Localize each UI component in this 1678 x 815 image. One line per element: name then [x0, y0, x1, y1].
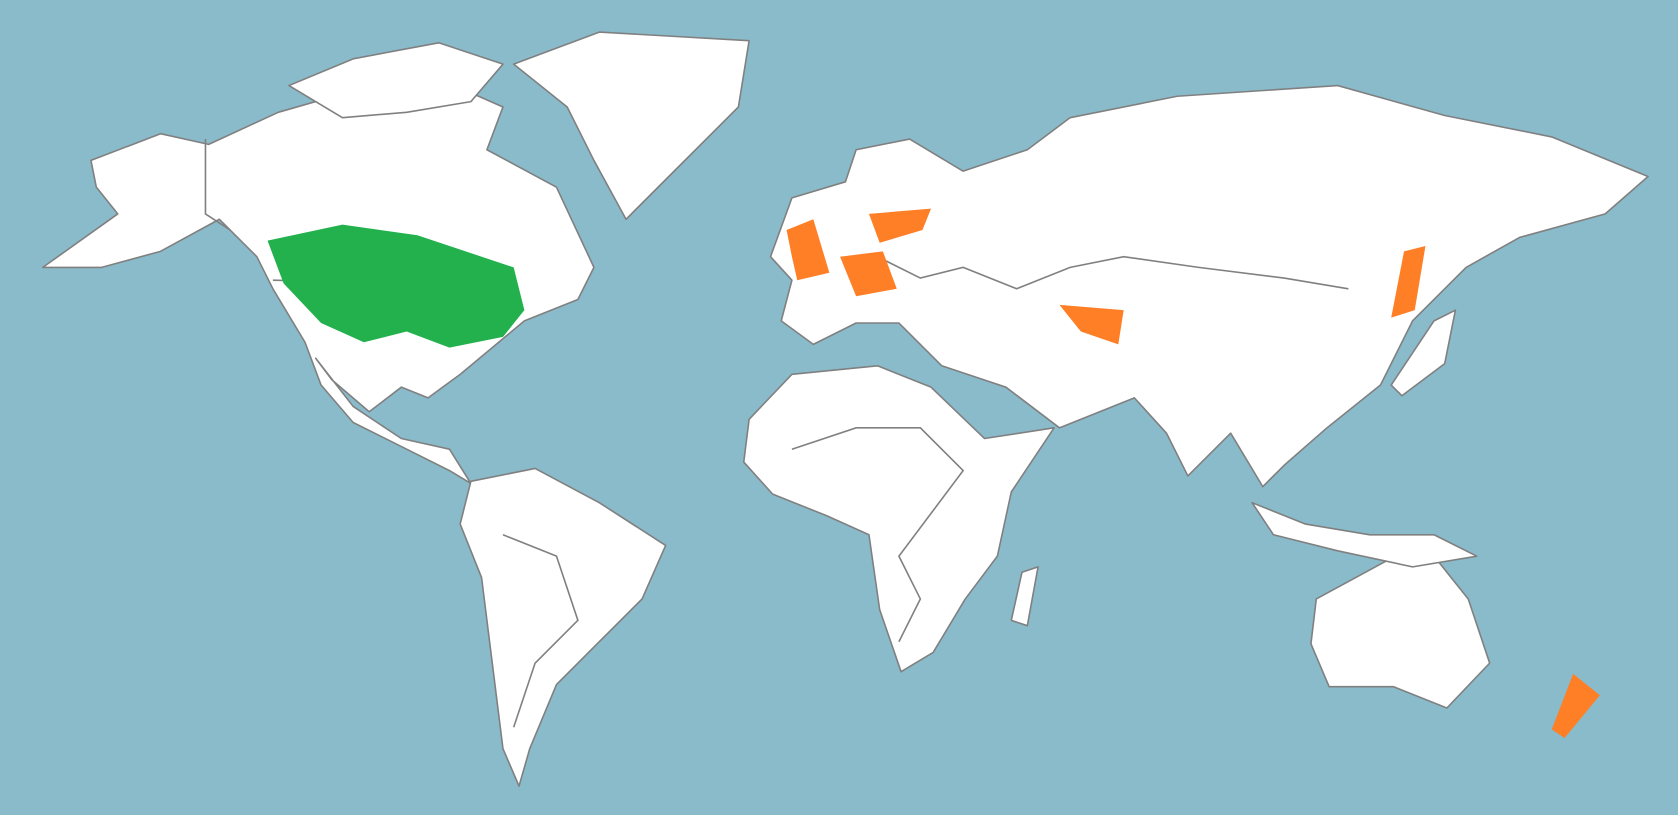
indonesia [1251, 501, 1478, 568]
native-range-north-america [267, 224, 525, 348]
south-america-borders [502, 534, 579, 728]
africa-borders [791, 427, 965, 643]
introduced-range-new-zealand [1551, 673, 1600, 738]
greenland [512, 31, 750, 221]
introduced-range-russian-far-east [1391, 245, 1426, 318]
introduced-range-uzbekistan [1059, 304, 1124, 345]
arctic-islands [288, 41, 504, 119]
introduced-range-sweden-finland [868, 208, 932, 243]
eurasia [769, 84, 1649, 488]
south-america [459, 467, 667, 787]
introduced-range-germany [840, 251, 897, 297]
introduced-range-united-kingdom [786, 219, 830, 281]
japan [1390, 309, 1457, 397]
africa [742, 364, 1055, 673]
alaska-border [204, 139, 231, 231]
europe-borders [877, 255, 1349, 290]
highlighted-ranges [267, 208, 1600, 738]
madagascar [1010, 566, 1039, 627]
